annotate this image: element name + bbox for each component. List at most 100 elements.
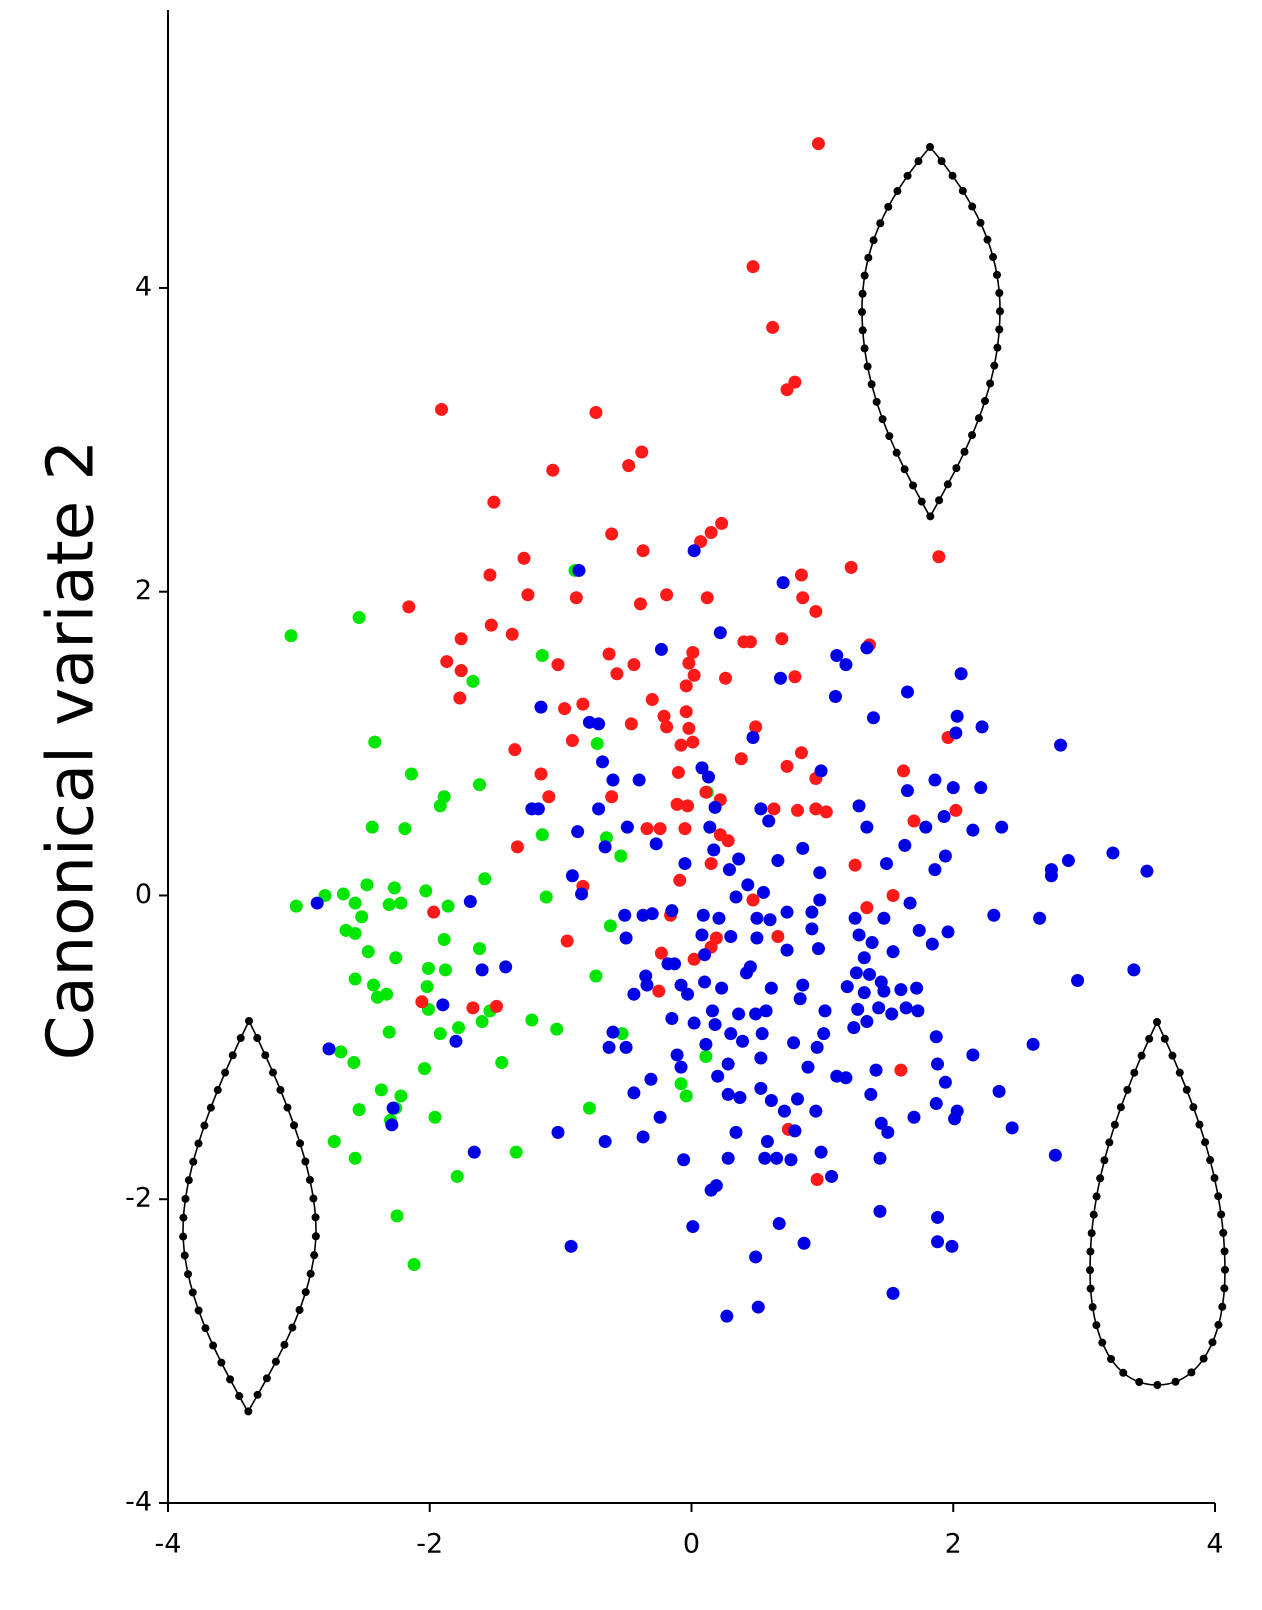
leaf-dot — [184, 1176, 193, 1185]
point — [565, 869, 579, 883]
point — [788, 670, 802, 684]
point — [764, 1094, 778, 1108]
leaf-dot — [1220, 1284, 1229, 1293]
leaf-dot — [1130, 1068, 1139, 1077]
leaf-dot — [1096, 1174, 1105, 1183]
point — [310, 896, 324, 910]
point — [521, 588, 535, 602]
point — [653, 822, 667, 836]
point — [560, 934, 574, 948]
point — [508, 743, 522, 757]
point — [715, 516, 729, 530]
point — [694, 535, 708, 549]
point — [360, 878, 374, 892]
point — [467, 1145, 481, 1159]
point — [743, 635, 757, 649]
point — [705, 1004, 719, 1018]
leaf-dot — [311, 1232, 320, 1241]
point — [763, 913, 777, 927]
point — [421, 961, 435, 975]
leaf-outline — [182, 1019, 317, 1414]
leaf-dot — [1100, 1156, 1109, 1165]
point — [721, 1151, 735, 1165]
x-tick-label: -2 — [416, 1529, 443, 1560]
point — [698, 948, 712, 962]
point — [766, 320, 780, 334]
point — [932, 550, 946, 564]
leaf-dot — [1219, 1228, 1228, 1237]
point — [925, 937, 939, 951]
point — [670, 1048, 684, 1062]
point — [575, 887, 589, 901]
point — [754, 802, 768, 816]
point — [729, 890, 743, 904]
point — [686, 645, 700, 659]
point — [1005, 1121, 1019, 1135]
point — [361, 945, 375, 959]
point — [762, 814, 776, 828]
leaf-dot — [1119, 1368, 1128, 1377]
point — [864, 1087, 878, 1101]
point — [589, 405, 603, 419]
point — [352, 611, 366, 625]
leaf-dot — [974, 414, 983, 423]
point — [466, 1001, 480, 1015]
point — [598, 840, 612, 854]
leaf-dot — [213, 1086, 222, 1095]
point — [732, 1007, 746, 1021]
point — [852, 799, 866, 813]
point — [900, 685, 914, 699]
point — [721, 1087, 735, 1101]
point — [796, 841, 810, 855]
point — [475, 963, 489, 977]
point — [653, 1110, 667, 1124]
point — [931, 1210, 945, 1224]
point — [390, 1209, 404, 1223]
point — [622, 459, 636, 473]
point — [592, 802, 606, 816]
point — [466, 674, 480, 688]
point — [1127, 963, 1141, 977]
point — [483, 568, 497, 582]
point — [777, 1104, 791, 1118]
point — [327, 1135, 341, 1149]
point — [791, 1092, 805, 1106]
point — [704, 525, 718, 539]
point — [975, 720, 989, 734]
point — [801, 1060, 815, 1074]
leaf-dot — [884, 202, 893, 211]
point — [750, 931, 764, 945]
point — [721, 834, 735, 848]
point — [945, 1239, 959, 1253]
point — [966, 1048, 980, 1062]
point — [640, 822, 654, 836]
point — [687, 1016, 701, 1030]
point — [633, 597, 647, 611]
point — [729, 1125, 743, 1139]
point — [385, 1118, 399, 1132]
point — [627, 658, 641, 672]
point — [673, 873, 687, 887]
leaf-dot — [226, 1375, 235, 1384]
leaf-dot — [968, 431, 977, 440]
point — [754, 1081, 768, 1095]
point — [674, 978, 688, 992]
leaf-dot — [892, 448, 901, 457]
point — [394, 1089, 408, 1103]
leaf-dot — [1089, 1210, 1098, 1219]
point — [535, 828, 549, 842]
point — [903, 896, 917, 910]
point — [900, 784, 914, 798]
point — [722, 863, 736, 877]
point — [819, 805, 833, 819]
leaf-dot — [1195, 1120, 1204, 1129]
point — [860, 1015, 874, 1029]
leaf-dot — [1107, 1354, 1116, 1363]
point — [699, 785, 713, 799]
point — [704, 857, 718, 871]
leaf-dot — [296, 1139, 305, 1148]
point — [1054, 738, 1068, 752]
point — [427, 905, 441, 919]
leaf-dot — [288, 1323, 297, 1332]
point — [472, 778, 486, 792]
